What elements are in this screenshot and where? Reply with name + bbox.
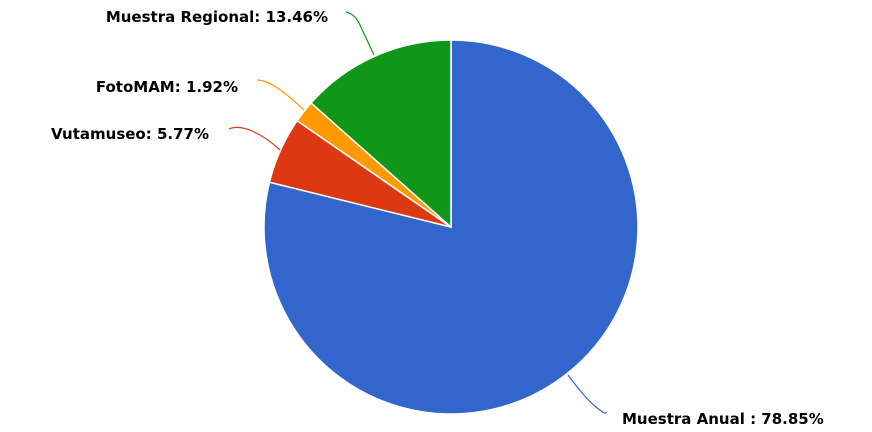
leader-line-vutamuseo	[228, 126, 281, 151]
data-labels-layer: Muestra Anual : 78.85% Vutamuseo: 5.77% Fo…	[51, 8, 824, 428]
slices-layer	[263, 39, 639, 415]
data-label-muestra-anual: Muestra Anual : 78.85%	[622, 410, 824, 428]
leader-line-muestra-anual	[567, 374, 607, 414]
data-label-fotomam: FotoMAM: 1.92%	[96, 78, 238, 96]
leader-lines-layer	[228, 11, 607, 414]
pie-slice-muestra-regional[interactable]	[309, 39, 452, 229]
data-label-vutamuseo: Vutamuseo: 5.77%	[51, 125, 209, 143]
data-label-muestra-regional: Muestra Regional: 13.46%	[106, 8, 328, 26]
leader-line-fotomam	[256, 79, 305, 111]
leader-line-muestra-regional	[345, 11, 375, 56]
